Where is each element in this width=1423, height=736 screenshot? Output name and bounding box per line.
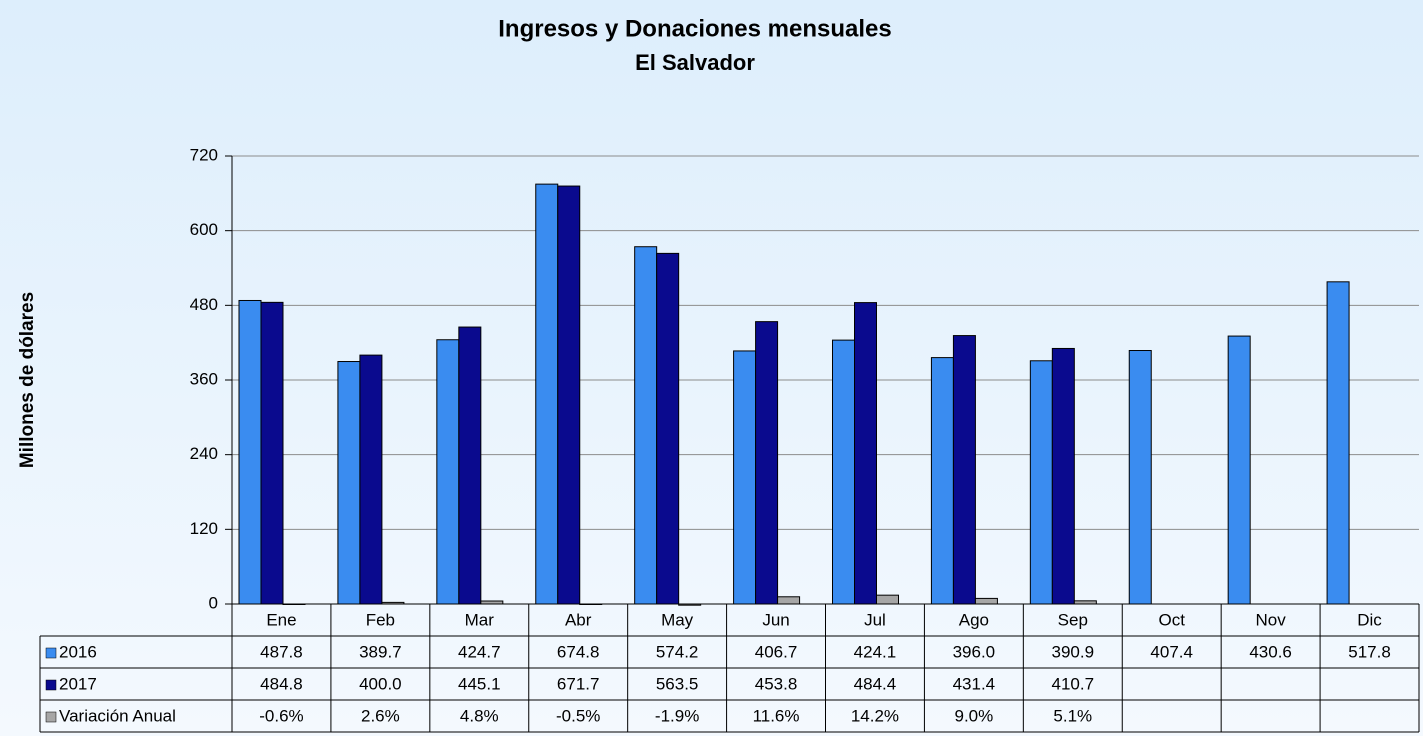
y-tick-label: 360	[190, 369, 218, 388]
data-label: 484.4	[854, 674, 897, 693]
data-label: 671.7	[557, 674, 600, 693]
data-label: -0.6%	[259, 706, 303, 725]
y-tick-label: 480	[190, 295, 218, 314]
bar	[1029, 360, 1053, 605]
x-tick-label: Feb	[366, 610, 395, 629]
x-tick-label: Nov	[1256, 610, 1287, 629]
bar	[755, 321, 779, 605]
bar	[260, 301, 284, 605]
x-tick-label: May	[661, 610, 694, 629]
bar	[557, 185, 581, 605]
y-tick-label: 240	[190, 444, 218, 463]
bar	[535, 183, 559, 605]
data-label: 11.6%	[753, 706, 800, 725]
legend-label: 2016	[59, 642, 97, 661]
data-label: -0.5%	[556, 706, 600, 725]
data-label: 9.0%	[955, 706, 994, 725]
bar	[777, 596, 801, 605]
data-label: 396.0	[953, 642, 996, 661]
x-tick-label: Dic	[1357, 610, 1382, 629]
chart-subtitle: El Salvador	[635, 50, 755, 75]
x-tick-label: Sep	[1058, 610, 1088, 629]
data-label: 400.0	[359, 674, 402, 693]
bar	[656, 252, 680, 605]
data-label: 4.8%	[460, 706, 499, 725]
bar	[634, 246, 658, 605]
data-label: 389.7	[359, 642, 402, 661]
y-tick-label: 120	[190, 519, 218, 538]
data-label: 487.8	[260, 642, 303, 661]
bar	[733, 350, 757, 605]
y-tick-label: 0	[209, 593, 218, 612]
data-label: 674.8	[557, 642, 600, 661]
data-label: 430.6	[1249, 642, 1292, 661]
bar	[1227, 335, 1251, 605]
bar	[1326, 281, 1350, 605]
x-tick-label: Mar	[465, 610, 495, 629]
data-label: -1.9%	[655, 706, 699, 725]
data-label: 5.1%	[1053, 706, 1092, 725]
data-label: 424.7	[458, 642, 501, 661]
bar	[1051, 347, 1075, 605]
legend-swatch	[45, 711, 57, 723]
x-tick-label: Oct	[1158, 610, 1185, 629]
legend-swatch	[45, 679, 57, 691]
data-label: 453.8	[755, 674, 798, 693]
x-tick-label: Jun	[762, 610, 789, 629]
y-tick-label: 600	[190, 220, 218, 239]
legend-label: 2017	[59, 674, 97, 693]
bar	[952, 335, 976, 605]
x-tick-label: Ago	[959, 610, 989, 629]
data-label: 14.2%	[851, 706, 899, 725]
data-label: 407.4	[1150, 642, 1193, 661]
x-tick-label: Jul	[864, 610, 886, 629]
bar	[436, 339, 460, 605]
chart-title: Ingresos y Donaciones mensuales	[498, 15, 891, 42]
x-tick-label: Abr	[565, 610, 592, 629]
bar	[832, 339, 855, 605]
data-label: 445.1	[458, 674, 501, 693]
bar	[238, 299, 262, 605]
bar	[359, 354, 383, 605]
data-label: 410.7	[1052, 674, 1095, 693]
data-label: 574.2	[656, 642, 699, 661]
bar	[974, 597, 998, 605]
data-label: 484.8	[260, 674, 303, 693]
data-label: 517.8	[1348, 642, 1391, 661]
bar	[1128, 350, 1152, 605]
data-label: 2.6%	[361, 706, 400, 725]
y-axis-label: Millones de dólares	[17, 292, 38, 468]
x-tick-label: Ene	[266, 610, 296, 629]
legend-swatch	[45, 647, 57, 659]
bar	[337, 361, 361, 605]
data-label: 563.5	[656, 674, 699, 693]
data-label: 390.9	[1052, 642, 1095, 661]
legend-label: Variación Anual	[59, 706, 176, 725]
data-label: 424.1	[854, 642, 897, 661]
data-label: 406.7	[755, 642, 798, 661]
y-tick-label: 720	[190, 145, 218, 164]
bar	[854, 302, 877, 605]
bar	[458, 326, 482, 605]
bar	[876, 594, 899, 605]
bar	[930, 357, 954, 605]
data-label: 431.4	[953, 674, 996, 693]
